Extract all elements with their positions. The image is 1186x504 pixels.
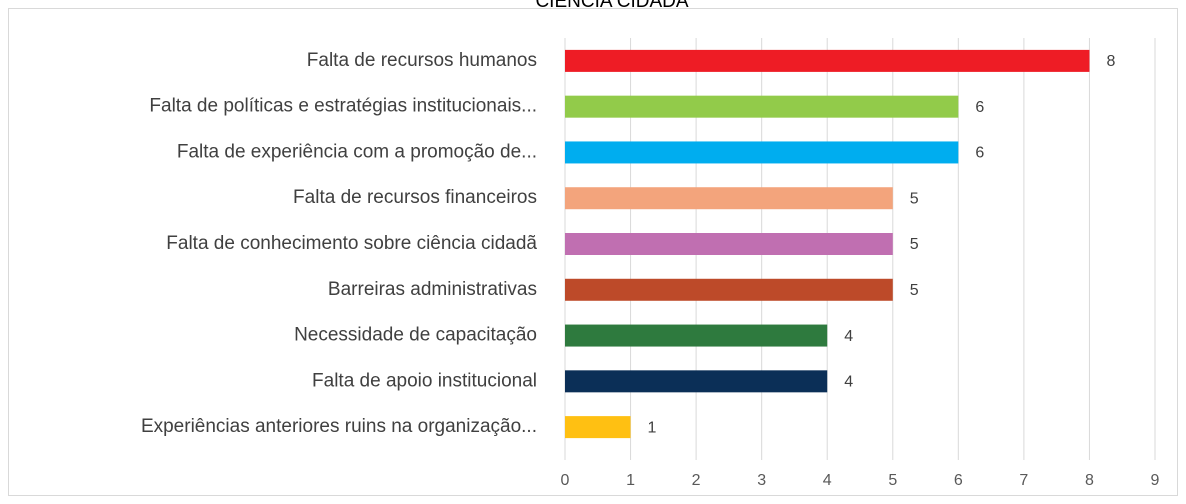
x-tick-label: 5 <box>888 472 897 489</box>
bar <box>565 278 893 301</box>
y-tick-label: Falta de recursos humanos <box>307 50 537 71</box>
y-tick-label: Falta de políticas e estratégias institu… <box>149 96 537 117</box>
y-tick-label: Falta de recursos financeiros <box>293 187 537 208</box>
x-tick-label: 1 <box>626 472 635 489</box>
data-label: 5 <box>910 190 919 207</box>
x-tick-label: 4 <box>823 472 832 489</box>
bar <box>565 49 1090 72</box>
data-label: 4 <box>844 328 853 345</box>
bar <box>565 187 893 210</box>
data-label: 5 <box>910 282 919 299</box>
y-tick-label: Falta de apoio institucional <box>312 370 537 391</box>
bar <box>565 370 828 393</box>
chart-frame <box>8 8 1178 496</box>
data-label: 6 <box>975 99 984 116</box>
data-label: 6 <box>975 145 984 162</box>
x-tick-label: 9 <box>1151 472 1160 489</box>
y-tick-label: Falta de experiência com a promoção de..… <box>177 141 537 162</box>
x-tick-label: 7 <box>1019 472 1028 489</box>
bar <box>565 233 893 255</box>
bar <box>565 324 828 347</box>
data-label: 1 <box>648 419 657 436</box>
x-tick-label: 2 <box>692 472 701 489</box>
data-label: 5 <box>910 236 919 253</box>
bar <box>565 141 959 164</box>
y-tick-label: Experiências anteriores ruins na organiz… <box>141 416 537 437</box>
chart-title: CIÊNCIA CIDADÃ <box>535 0 688 12</box>
data-label: 4 <box>844 374 853 391</box>
x-tick-label: 6 <box>954 472 963 489</box>
x-tick-label: 8 <box>1085 472 1094 489</box>
bar <box>565 416 631 439</box>
y-tick-label: Falta de conhecimento sobre ciência cida… <box>166 233 537 254</box>
bar <box>565 95 959 118</box>
y-tick-label: Necessidade de capacitação <box>294 325 537 346</box>
y-tick-label: Barreiras administrativas <box>328 279 537 300</box>
x-tick-label: 0 <box>561 472 570 489</box>
data-label: 8 <box>1106 53 1115 70</box>
x-tick-label: 3 <box>757 472 766 489</box>
